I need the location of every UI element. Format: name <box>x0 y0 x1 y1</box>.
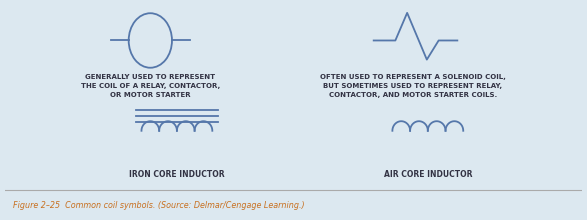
Text: AIR CORE INDUCTOR: AIR CORE INDUCTOR <box>383 170 472 179</box>
Text: Figure 2–25  Common coil symbols. (Source: Delmar/Cengage Learning.): Figure 2–25 Common coil symbols. (Source… <box>14 201 305 210</box>
Text: OFTEN USED TO REPRESENT A SOLENOID COIL,
BUT SOMETIMES USED TO REPRESENT RELAY,
: OFTEN USED TO REPRESENT A SOLENOID COIL,… <box>320 75 506 99</box>
Text: IRON CORE INDUCTOR: IRON CORE INDUCTOR <box>129 170 225 179</box>
Text: GENERALLY USED TO REPRESENT
THE COIL OF A RELAY, CONTACTOR,
OR MOTOR STARTER: GENERALLY USED TO REPRESENT THE COIL OF … <box>80 75 220 99</box>
